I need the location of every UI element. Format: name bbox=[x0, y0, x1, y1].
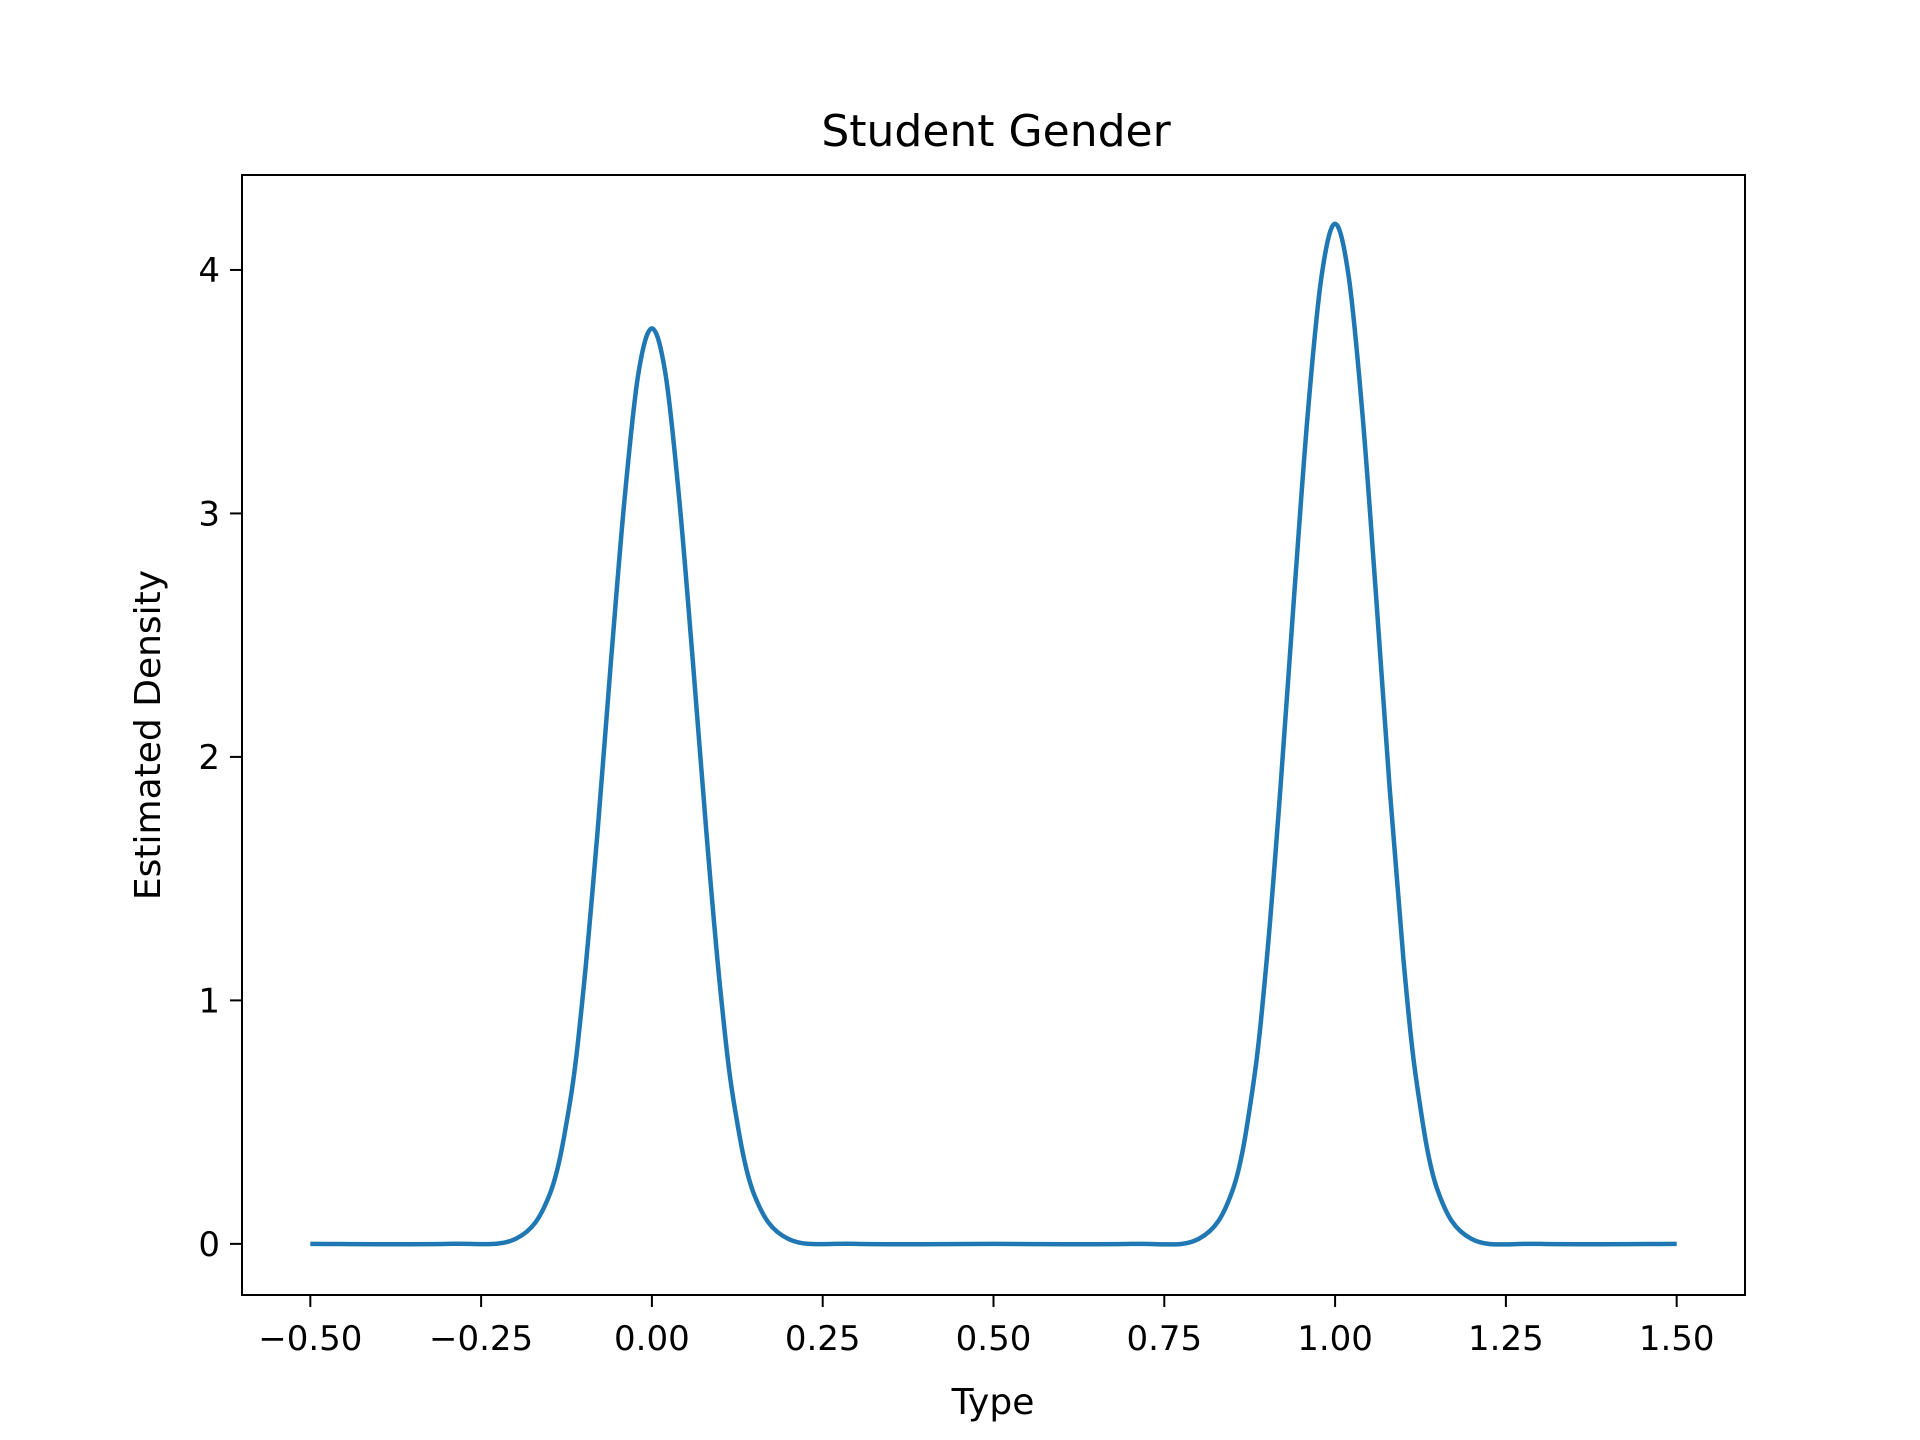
x-tick-label: 1.50 bbox=[1639, 1319, 1715, 1359]
x-tick-label: 0.25 bbox=[785, 1319, 861, 1359]
y-tick-label: 3 bbox=[198, 494, 220, 534]
x-tick-label: 1.25 bbox=[1468, 1319, 1544, 1359]
y-tick-label: 1 bbox=[198, 981, 220, 1021]
x-tick-label: −0.50 bbox=[258, 1319, 362, 1359]
chart-title: Student Gender bbox=[821, 106, 1171, 157]
y-tick-label: 0 bbox=[198, 1225, 220, 1265]
x-axis-label: Type bbox=[951, 1382, 1035, 1423]
y-axis: 0 1 2 3 4 bbox=[198, 251, 242, 1265]
y-axis-label: Estimated Density bbox=[128, 570, 169, 900]
x-tick-label: 0.50 bbox=[956, 1319, 1032, 1359]
density-line bbox=[310, 221, 1677, 1247]
plot-area bbox=[310, 221, 1677, 1247]
y-tick-label: 2 bbox=[198, 738, 220, 778]
x-tick-label: 1.00 bbox=[1297, 1319, 1373, 1359]
x-tick-label: 0.75 bbox=[1126, 1319, 1202, 1359]
x-tick-label: −0.25 bbox=[429, 1319, 533, 1359]
x-tick-label: 0.00 bbox=[614, 1319, 690, 1359]
y-tick-label: 4 bbox=[198, 251, 220, 291]
x-axis: −0.50 −0.25 0.00 0.25 0.50 0.75 1.00 1.25 1.50 bbox=[258, 1295, 1715, 1359]
